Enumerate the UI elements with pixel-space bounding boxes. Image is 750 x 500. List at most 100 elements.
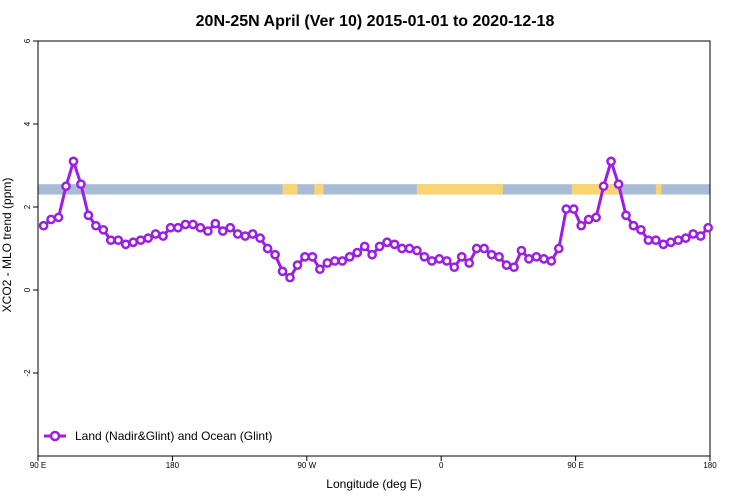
y-axis-label: XCO2 - MLO trend (ppm)	[0, 178, 14, 313]
data-point	[389, 239, 400, 250]
data-point	[464, 258, 475, 268]
data-point	[232, 229, 243, 239]
y-tick-label: -2	[23, 369, 32, 377]
data-point	[568, 204, 579, 214]
series-group	[38, 156, 713, 283]
plot-frame	[37, 40, 711, 457]
data-point	[173, 222, 183, 233]
data-point	[486, 249, 497, 260]
data-point	[247, 229, 258, 239]
data-point	[703, 222, 713, 233]
data-point	[427, 256, 437, 266]
data-point	[359, 241, 370, 252]
data-point	[636, 224, 646, 235]
data-point	[651, 235, 661, 246]
data-point	[210, 218, 221, 229]
data-point	[456, 251, 467, 262]
ocean-band	[38, 184, 710, 195]
data-point	[524, 254, 534, 264]
data-point	[374, 241, 385, 252]
land-segment	[314, 184, 324, 195]
data-point	[68, 156, 79, 167]
data-point	[509, 262, 519, 273]
data-point	[270, 249, 280, 260]
data-point	[240, 231, 251, 241]
data-point	[300, 251, 310, 262]
data-point	[322, 258, 333, 268]
data-point	[441, 256, 452, 266]
series-line	[42, 159, 710, 280]
data-point	[553, 243, 564, 254]
data-point	[225, 222, 236, 233]
data-point	[61, 181, 71, 192]
data-point	[180, 219, 191, 230]
data-point	[576, 220, 587, 231]
data-point	[53, 212, 64, 223]
legend-label: Land (Nadir&Glint) and Ocean (Glint)	[75, 429, 272, 443]
data-point	[262, 243, 273, 254]
data-point	[583, 214, 594, 225]
data-point	[419, 251, 430, 262]
data-point	[695, 231, 706, 241]
data-point	[83, 210, 94, 221]
data-point	[91, 220, 101, 231]
data-point	[292, 260, 303, 270]
data-point	[203, 226, 213, 236]
data-point	[128, 237, 139, 248]
data-point	[539, 254, 549, 264]
land-segment	[416, 184, 503, 195]
data-point	[494, 251, 504, 262]
data-point	[143, 233, 153, 243]
data-point	[329, 256, 340, 266]
data-point	[158, 231, 168, 241]
x-axis-label: Longitude (deg E)	[326, 477, 421, 491]
x-tick-label: 90 E	[567, 461, 583, 470]
legend: Land (Nadir&Glint) and Ocean (Glint)	[44, 429, 272, 443]
x-tick-label: 180	[703, 461, 717, 470]
data-point	[434, 254, 445, 264]
legend-marker-swatch	[49, 430, 61, 442]
data-point	[680, 233, 691, 243]
data-point	[628, 220, 639, 231]
data-point	[665, 237, 676, 248]
data-point	[120, 239, 131, 250]
data-point	[479, 243, 489, 254]
data-point	[337, 256, 348, 266]
data-point	[673, 235, 684, 246]
data-point	[591, 212, 601, 223]
x-axis: 90 E 180 90 W 0 90 E 180	[30, 456, 717, 470]
data-point	[113, 235, 124, 246]
data-point	[404, 243, 415, 254]
data-point	[471, 243, 482, 254]
data-point	[546, 256, 557, 266]
data-point	[105, 235, 116, 246]
land-ocean-band	[38, 184, 710, 195]
data-point	[412, 245, 422, 256]
data-point	[621, 210, 631, 221]
y-tick-label: 2	[23, 204, 32, 209]
data-point	[277, 266, 288, 277]
data-point	[46, 214, 56, 225]
data-point	[150, 229, 161, 239]
data-point	[449, 262, 460, 273]
data-point	[643, 235, 654, 246]
x-tick-label: 90 W	[297, 461, 316, 470]
y-tick-label: 6	[23, 38, 32, 43]
chart-title: 20N-25N April (Ver 10) 2015-01-01 to 202…	[196, 13, 555, 30]
data-point	[382, 237, 392, 248]
data-point	[315, 264, 325, 275]
data-point	[98, 224, 109, 235]
x-tick-label: 90 E	[30, 461, 46, 470]
data-point	[135, 235, 146, 246]
data-point	[285, 272, 295, 283]
data-point	[606, 156, 616, 167]
data-point	[255, 233, 265, 243]
data-point	[531, 251, 542, 262]
data-point	[38, 220, 49, 231]
data-point	[76, 179, 86, 190]
data-point	[561, 204, 572, 214]
land-segment	[655, 184, 662, 195]
data-point	[195, 222, 206, 233]
data-point	[516, 245, 527, 256]
